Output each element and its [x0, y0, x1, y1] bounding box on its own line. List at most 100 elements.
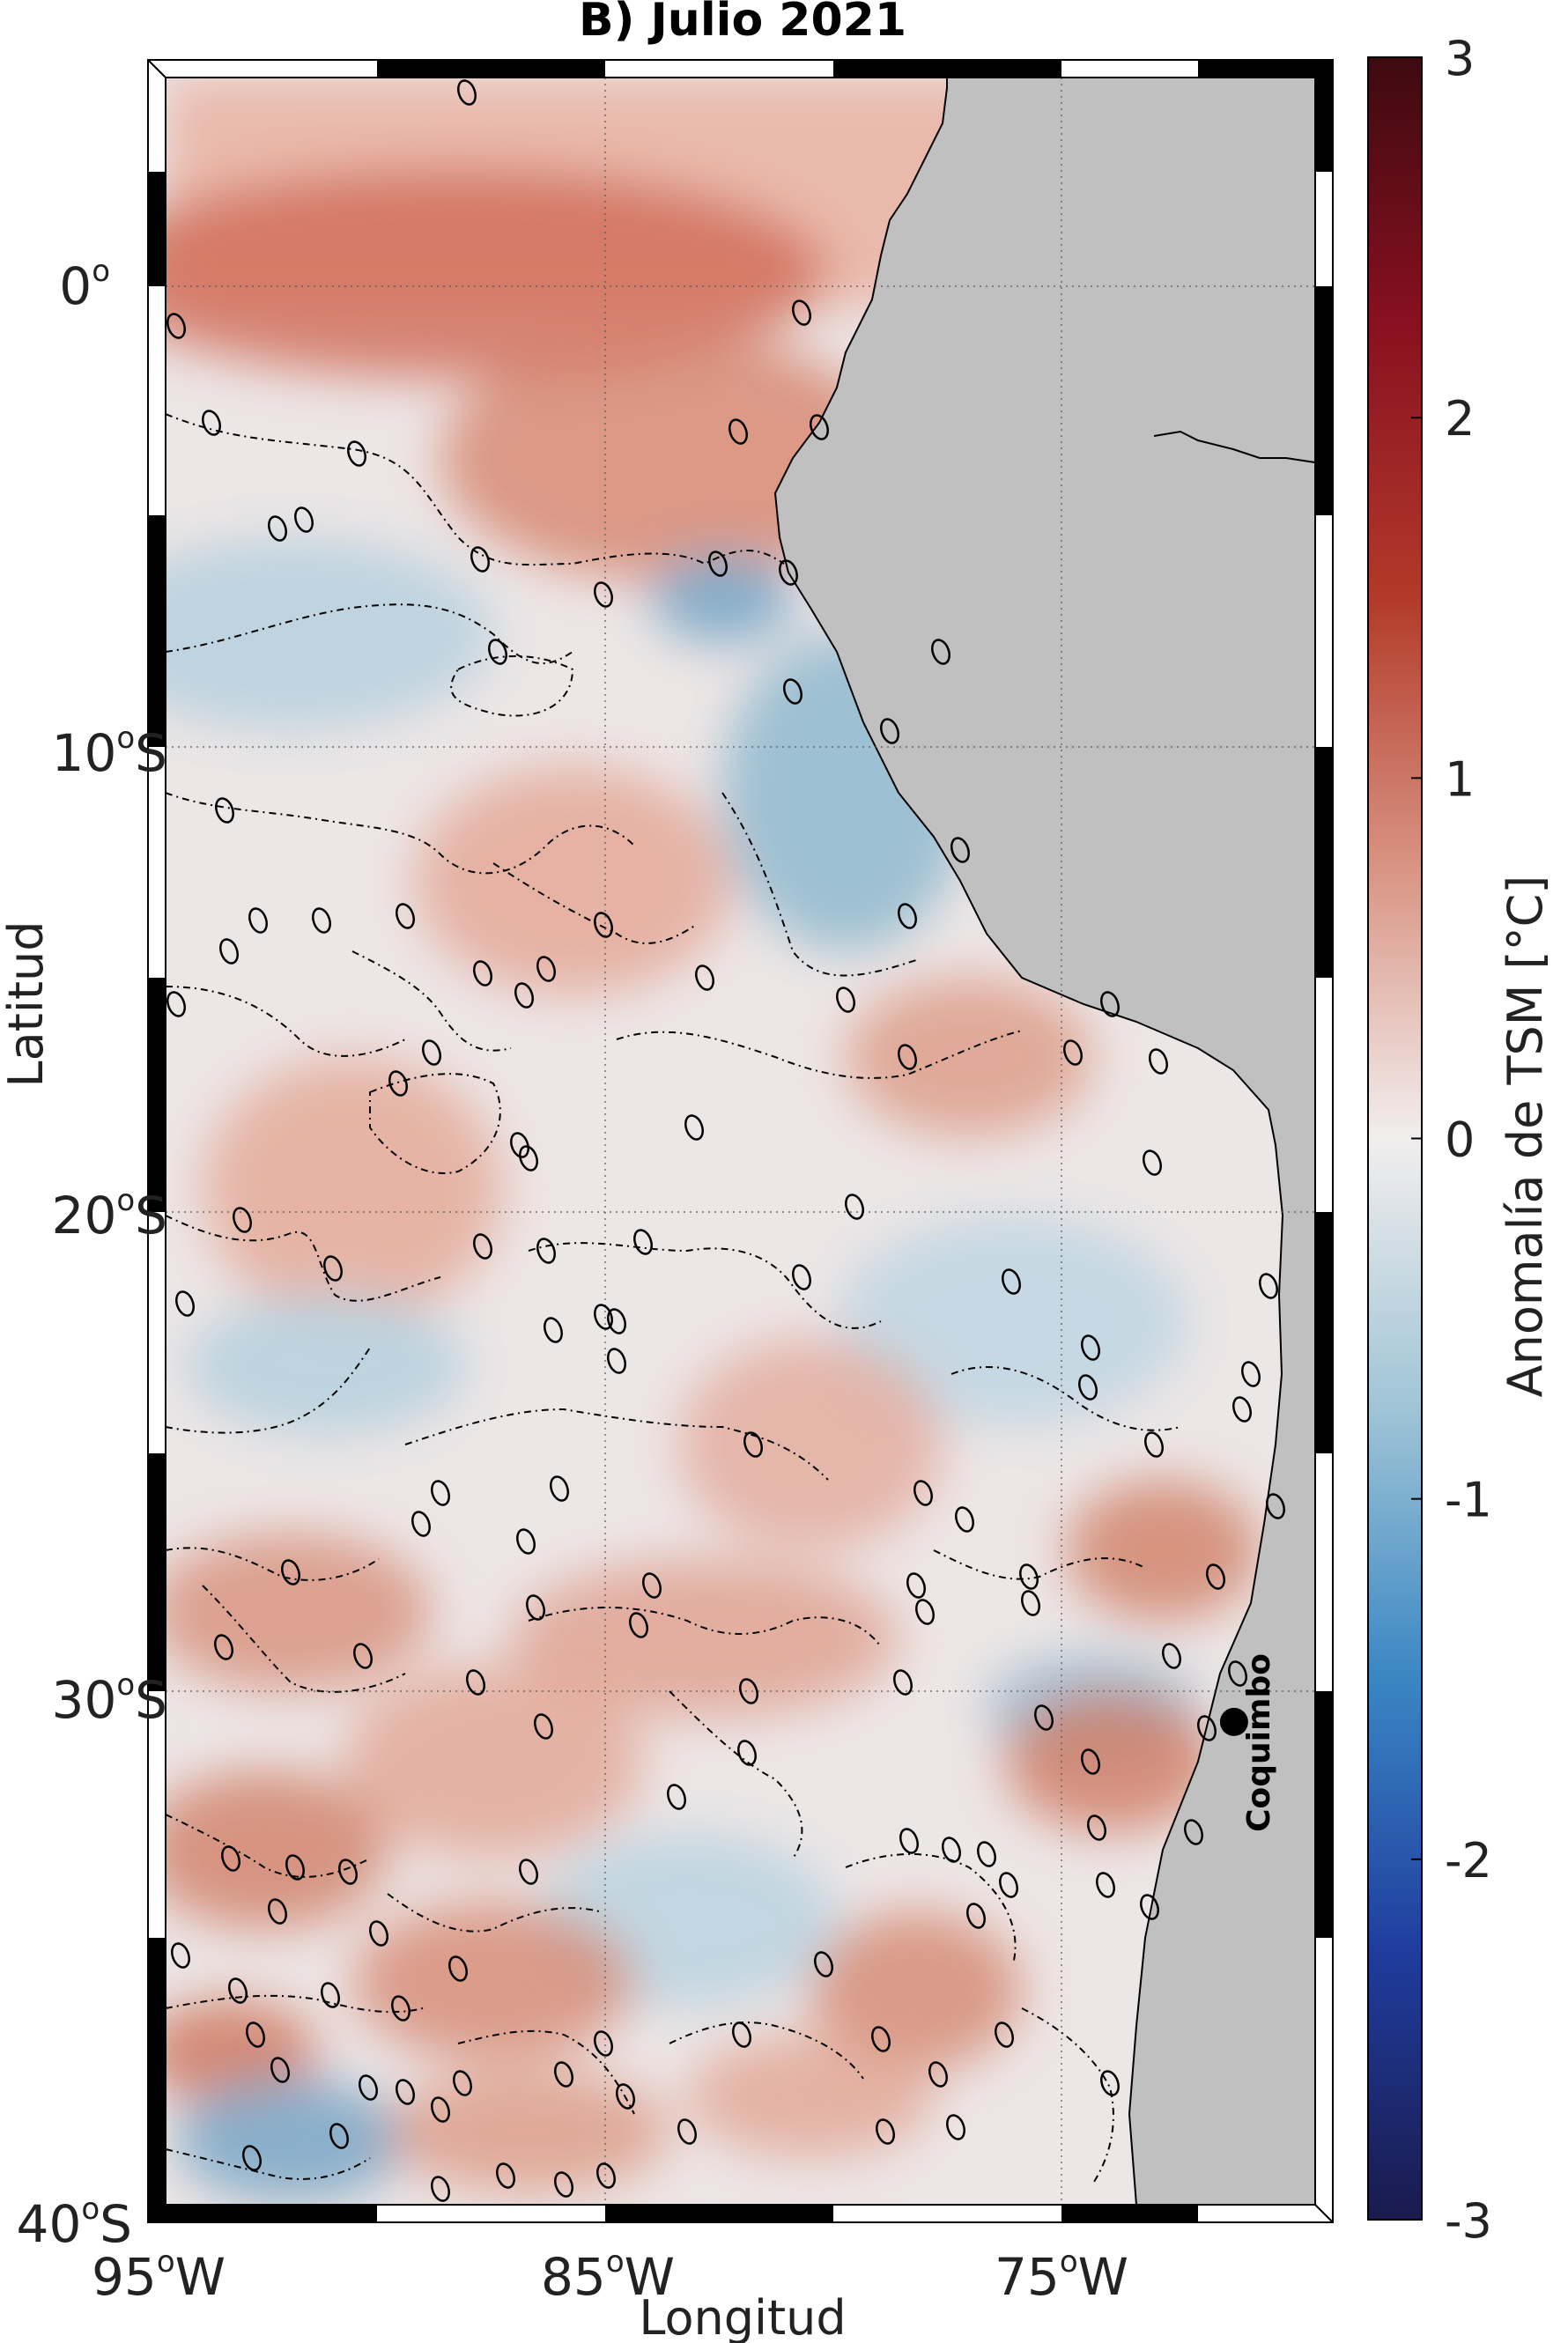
zero-contour-label	[526, 1594, 545, 1621]
zero-contour-label	[1232, 1396, 1252, 1423]
zero-contour-label	[422, 1039, 441, 1066]
zero-contour-label	[391, 1995, 410, 2021]
colorbar-tick-label: 0	[1445, 1112, 1475, 1168]
zero-contour-label	[729, 418, 748, 445]
zero-contour-label	[1184, 1819, 1203, 1845]
zero-contour-label	[906, 1572, 926, 1599]
coquimbo-marker	[1219, 1707, 1248, 1736]
zero-contour-label	[166, 313, 186, 339]
zero-contour-label	[880, 718, 899, 744]
zero-contour-label	[779, 559, 798, 586]
zero-contour-label	[684, 1114, 704, 1141]
y-axis-label: Latitud	[0, 920, 54, 1087]
zero-contour-label	[473, 960, 492, 987]
river-line	[1153, 430, 1316, 463]
zero-contour-label	[915, 1599, 935, 1625]
zero-contour-label	[496, 2162, 515, 2189]
zero-contour-label	[534, 1713, 553, 1740]
zero-contour-label	[977, 1841, 996, 1867]
zero-contour-label	[594, 581, 613, 608]
zero-contour-label	[1087, 1815, 1106, 1841]
zero-contour-label	[281, 1559, 300, 1585]
zero-contour-label	[1081, 1748, 1100, 1775]
contour-label-group	[166, 79, 1285, 2202]
map-frame	[147, 59, 1334, 2223]
zero-contour-label	[396, 2079, 415, 2105]
zero-contour-label	[431, 2176, 450, 2202]
colorbar-ticks: 3 2 1 0 -1 -2 -3	[1411, 31, 1492, 2249]
zero-contour-label	[536, 1238, 556, 1264]
zero-contour-label	[514, 982, 534, 1009]
zero-contour-label	[667, 1784, 686, 1810]
y-tick-30s: 30oS	[52, 1667, 167, 1730]
y-tick-40s: 40oS	[17, 2191, 132, 2254]
zero-contour-label	[629, 1612, 648, 1638]
zero-contour-label	[792, 299, 811, 326]
colorbar: 3 2 1 0 -1 -2 -3 Anomalía de TSM [°C]	[1367, 31, 1553, 2249]
zero-contour-label	[1266, 1493, 1285, 1519]
zero-contour-label	[323, 1255, 343, 1282]
zero-contour-label	[233, 1207, 252, 1233]
zero-contour-label	[214, 1634, 233, 1660]
zero-contour-label	[215, 797, 234, 824]
zero-contour-label	[876, 2118, 895, 2145]
zero-contour-label	[519, 1145, 538, 1172]
y-tick-20s: 20oS	[52, 1183, 167, 1245]
zero-contour-label	[453, 2070, 472, 2096]
zero-contour-label	[510, 1132, 529, 1158]
zero-contour-label	[743, 1431, 763, 1458]
zero-contour-label	[1197, 1715, 1217, 1741]
zero-contour-label	[1140, 1894, 1159, 1920]
zero-contour-label	[166, 991, 186, 1017]
zero-contour-label	[995, 2021, 1014, 2048]
zero-contour-label	[1144, 1431, 1164, 1458]
zero-contour-label	[285, 1854, 305, 1881]
colorbar-tick-label: -1	[1445, 1473, 1492, 1528]
zero-contour-label	[594, 1304, 613, 1330]
zero-contour-label	[1162, 1643, 1181, 1669]
zero-contour-label	[928, 2061, 948, 2088]
zero-contour-label	[369, 1920, 388, 1947]
colorbar-tick-label: 3	[1445, 31, 1475, 86]
x-tick-95w: 95oW	[92, 2244, 226, 2307]
zero-contour-label	[642, 1572, 662, 1599]
zero-contour-label	[473, 1233, 492, 1260]
zero-contour-label	[792, 1264, 811, 1290]
zero-contour-label	[955, 1506, 974, 1533]
zero-contour-label	[270, 2057, 290, 2083]
y-tick-10s: 10oS	[52, 721, 167, 783]
zero-contour-label	[950, 837, 970, 863]
x-axis-label: Longitud	[639, 2290, 846, 2343]
zero-contour-label	[1149, 1048, 1168, 1075]
zero-contour-label	[607, 1308, 626, 1334]
figure-title: B) Julio 2021	[579, 0, 906, 47]
zero-contour-label	[171, 1942, 190, 1969]
y-tick-0: 0o	[59, 254, 110, 316]
zero-contour-label	[519, 1859, 538, 1885]
zero-contour-label	[312, 907, 331, 934]
zero-contour-label	[294, 506, 314, 533]
colorbar-tick-label: 2	[1445, 391, 1475, 447]
zero-contour-label	[607, 1348, 626, 1374]
zero-contour-label	[931, 639, 950, 665]
zero-contour-label	[347, 440, 366, 467]
x-axis-ticks: 95oW 85oW 75oW	[92, 2244, 1128, 2307]
zero-contour-label	[388, 1070, 408, 1097]
zero-contour-label	[1081, 1334, 1100, 1361]
x-tick-75w: 75oW	[995, 2244, 1128, 2307]
zero-contour-label	[845, 1194, 864, 1220]
colorbar-tick-label: 1	[1445, 751, 1475, 807]
zero-contour-label	[536, 956, 556, 982]
zero-contour-label	[1143, 1149, 1162, 1176]
zero-contour-label	[1002, 1268, 1021, 1295]
zero-contour-label	[594, 912, 613, 938]
zero-contour-label	[999, 1872, 1018, 1898]
colorbar-tick-label: -2	[1445, 1833, 1492, 1888]
zero-contour-label	[338, 1859, 358, 1885]
zero-contour-label	[1063, 1039, 1083, 1066]
zero-contour-label	[946, 2114, 965, 2140]
zero-contour-label	[596, 2162, 616, 2189]
zero-contour-label	[268, 515, 287, 542]
zero-contour-label	[913, 1480, 933, 1506]
